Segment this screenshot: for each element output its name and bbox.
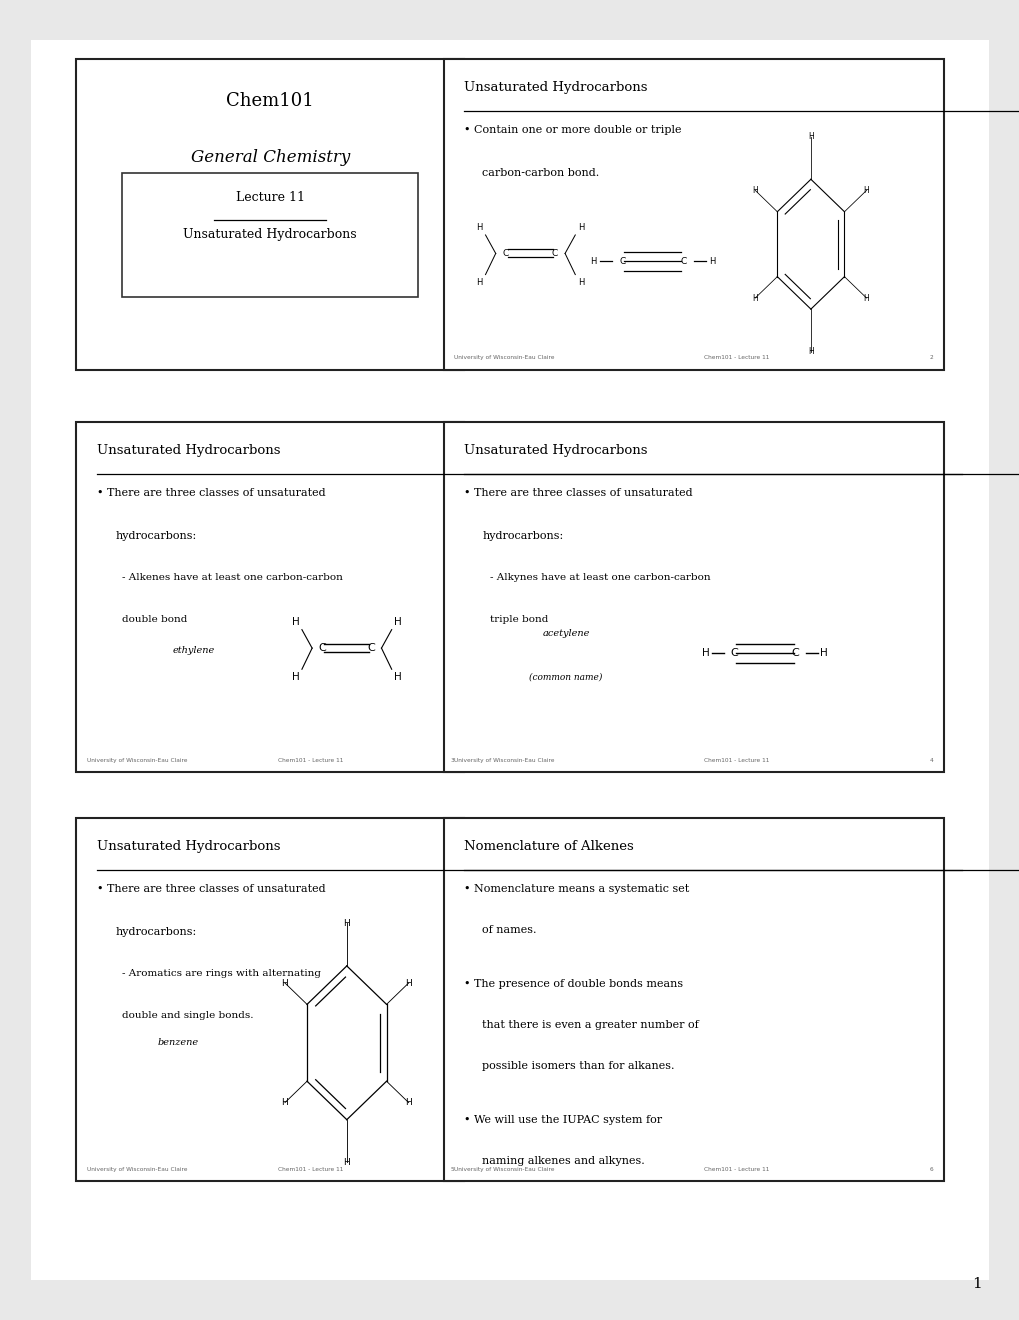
Text: C: C	[680, 257, 686, 265]
Text: H: H	[393, 616, 401, 627]
Text: • The presence of double bonds means: • The presence of double bonds means	[464, 979, 683, 990]
Text: H: H	[578, 279, 584, 286]
Text: University of Wisconsin-Eau Claire: University of Wisconsin-Eau Claire	[87, 758, 187, 763]
Text: • There are three classes of unsaturated: • There are three classes of unsaturated	[97, 884, 325, 895]
Text: 1: 1	[971, 1276, 981, 1291]
Text: H: H	[863, 293, 868, 302]
Text: H: H	[405, 1098, 412, 1107]
Text: H: H	[281, 1098, 288, 1107]
Text: Chem101: Chem101	[226, 92, 314, 111]
Text: carbon-carbon bond.: carbon-carbon bond.	[482, 168, 599, 178]
Text: • There are three classes of unsaturated: • There are three classes of unsaturated	[464, 488, 692, 499]
Text: Unsaturated Hydrocarbons: Unsaturated Hydrocarbons	[183, 228, 357, 242]
Text: 5: 5	[449, 1167, 453, 1172]
Bar	[76, 422, 464, 772]
Text: C: C	[730, 648, 738, 659]
Text: hydrocarbons:: hydrocarbons:	[115, 531, 197, 541]
Text: H: H	[708, 257, 714, 265]
Text: 4: 4	[928, 758, 932, 763]
Text: double bond: double bond	[122, 615, 187, 624]
Text: Unsaturated Hydrocarbons: Unsaturated Hydrocarbons	[464, 81, 647, 94]
Text: H: H	[291, 672, 300, 682]
Text: benzene: benzene	[158, 1039, 199, 1047]
Text: H: H	[590, 257, 596, 265]
Text: 6: 6	[928, 1167, 932, 1172]
Text: Chem101 - Lecture 11: Chem101 - Lecture 11	[703, 758, 768, 763]
Text: H: H	[393, 672, 401, 682]
Text: H: H	[807, 132, 813, 141]
Text: Unsaturated Hydrocarbons: Unsaturated Hydrocarbons	[464, 444, 647, 457]
Text: 3: 3	[449, 758, 453, 763]
Text: Chem101 - Lecture 11: Chem101 - Lecture 11	[278, 758, 343, 763]
Text: H: H	[807, 347, 813, 356]
Text: Nomenclature of Alkenes: Nomenclature of Alkenes	[464, 840, 633, 853]
Text: Chem101 - Lecture 11: Chem101 - Lecture 11	[703, 1167, 768, 1172]
Text: H: H	[476, 279, 482, 286]
Text: - Alkynes have at least one carbon-carbon: - Alkynes have at least one carbon-carbo…	[489, 573, 709, 582]
Text: (common name): (common name)	[529, 673, 602, 681]
Text: C: C	[502, 249, 508, 257]
Text: University of Wisconsin-Eau Claire: University of Wisconsin-Eau Claire	[453, 355, 554, 360]
Text: University of Wisconsin-Eau Claire: University of Wisconsin-Eau Claire	[453, 758, 554, 763]
Text: H: H	[752, 186, 757, 195]
Text: H: H	[476, 223, 482, 231]
Text: - Aromatics are rings with alternating: - Aromatics are rings with alternating	[122, 969, 321, 978]
Text: Chem101 - Lecture 11: Chem101 - Lecture 11	[703, 355, 768, 360]
Text: University of Wisconsin-Eau Claire: University of Wisconsin-Eau Claire	[87, 1167, 187, 1172]
Text: Unsaturated Hydrocarbons: Unsaturated Hydrocarbons	[97, 444, 280, 457]
Bar	[443, 818, 943, 1181]
Text: hydrocarbons:: hydrocarbons:	[115, 927, 197, 937]
Text: Lecture 11: Lecture 11	[235, 191, 305, 205]
Text: acetylene: acetylene	[542, 630, 589, 638]
Text: hydrocarbons:: hydrocarbons:	[482, 531, 564, 541]
Text: H: H	[405, 978, 412, 987]
Bar	[122, 173, 418, 297]
Bar	[443, 422, 943, 772]
Text: H: H	[281, 978, 288, 987]
Text: H: H	[819, 648, 827, 659]
Text: H: H	[291, 616, 300, 627]
Text: H: H	[343, 1158, 350, 1167]
Text: of names.: of names.	[482, 925, 536, 936]
Text: • Nomenclature means a systematic set: • Nomenclature means a systematic set	[464, 884, 689, 895]
Text: C: C	[318, 643, 326, 653]
Text: • We will use the IUPAC system for: • We will use the IUPAC system for	[464, 1115, 661, 1126]
Text: H: H	[343, 919, 350, 928]
Bar	[76, 818, 464, 1181]
Text: Unsaturated Hydrocarbons: Unsaturated Hydrocarbons	[97, 840, 280, 853]
Text: triple bond: triple bond	[489, 615, 547, 624]
Text: • There are three classes of unsaturated: • There are three classes of unsaturated	[97, 488, 325, 499]
Text: Chem101 - Lecture 11: Chem101 - Lecture 11	[278, 1167, 343, 1172]
Text: 2: 2	[928, 355, 932, 360]
Text: H: H	[578, 223, 584, 231]
Bar	[443, 59, 943, 370]
Text: possible isomers than for alkanes.: possible isomers than for alkanes.	[482, 1061, 675, 1072]
Text: • Contain one or more double or triple: • Contain one or more double or triple	[464, 125, 681, 136]
Text: C: C	[367, 643, 375, 653]
Text: C: C	[619, 257, 625, 265]
Text: C: C	[551, 249, 557, 257]
Text: University of Wisconsin-Eau Claire: University of Wisconsin-Eau Claire	[453, 1167, 554, 1172]
Text: that there is even a greater number of: that there is even a greater number of	[482, 1020, 699, 1031]
Text: H: H	[752, 293, 757, 302]
Text: naming alkenes and alkynes.: naming alkenes and alkynes.	[482, 1156, 645, 1167]
Text: ethylene: ethylene	[172, 647, 215, 655]
Text: - Alkenes have at least one carbon-carbon: - Alkenes have at least one carbon-carbo…	[122, 573, 343, 582]
Text: C: C	[791, 648, 799, 659]
Text: H: H	[863, 186, 868, 195]
Text: double and single bonds.: double and single bonds.	[122, 1011, 254, 1020]
Text: H: H	[701, 648, 709, 659]
Text: General Chemistry: General Chemistry	[191, 149, 350, 166]
Bar	[76, 59, 464, 370]
